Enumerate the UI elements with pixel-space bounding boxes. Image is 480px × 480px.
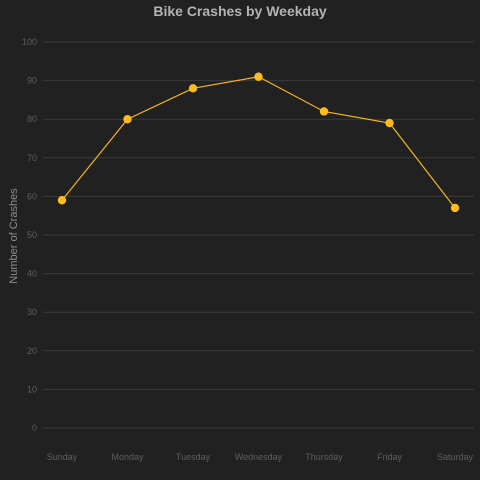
y-tick-label: 40 — [27, 269, 37, 279]
data-point — [57, 196, 67, 205]
x-tick-labels: Sunday Monday Tuesday Wednesday Thursday Frid… — [47, 452, 474, 462]
gridlines — [43, 41, 474, 429]
x-tick-label: Thursday — [305, 452, 343, 462]
y-tick-label: 90 — [27, 76, 37, 86]
data-point — [188, 84, 198, 93]
x-tick-label: Tuesday — [176, 452, 211, 462]
y-tick-label: 50 — [27, 230, 37, 240]
y-tick-label: 10 — [27, 384, 37, 394]
data-point — [450, 203, 460, 213]
x-tick-label: Monday — [111, 452, 144, 462]
x-tick-label: Sunday — [47, 452, 78, 462]
data-point — [254, 72, 263, 81]
y-tick-label: 80 — [27, 114, 37, 124]
x-tick-label: Saturday — [437, 452, 474, 462]
chart-title: Bike Crashes by Weekday — [153, 3, 327, 19]
y-tick-label: 0 — [32, 423, 37, 433]
data-point — [123, 115, 132, 124]
x-tick-label: Wednesday — [235, 452, 283, 462]
y-axis-label: Number of Crashes — [8, 188, 20, 284]
y-tick-label: 70 — [27, 153, 37, 163]
y-tick-label: 20 — [27, 346, 37, 356]
data-point — [319, 107, 329, 116]
x-tick-label: Friday — [377, 452, 403, 462]
y-tick-label: 100 — [22, 37, 37, 47]
y-tick-label: 60 — [27, 191, 37, 201]
y-tick-labels: 0 10 20 30 40 50 60 70 80 90 100 — [22, 37, 37, 433]
data-point — [385, 118, 394, 128]
series-line — [61, 76, 456, 209]
series — [57, 72, 460, 213]
y-tick-label: 30 — [27, 307, 37, 317]
